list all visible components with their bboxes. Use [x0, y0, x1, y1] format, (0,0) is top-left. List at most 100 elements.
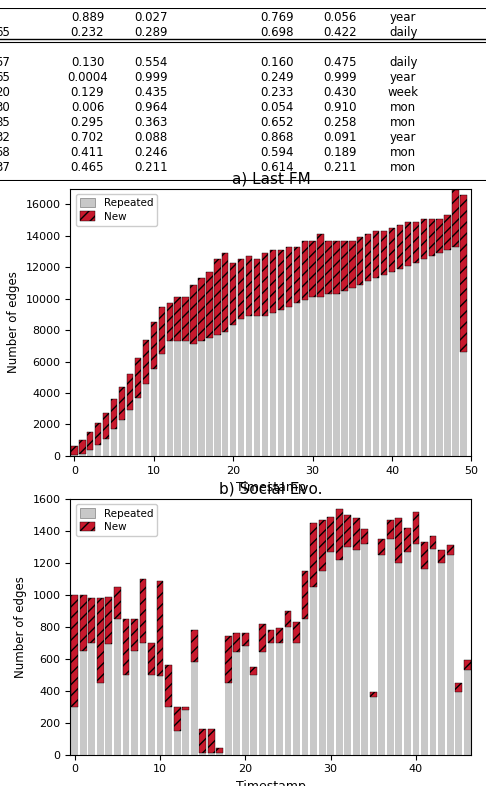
Bar [119, 387, 125, 420]
Bar [319, 520, 326, 571]
Title: b) Social Evo.: b) Social Evo. [219, 482, 323, 497]
Bar [259, 623, 266, 652]
Bar [199, 753, 206, 755]
Bar [389, 272, 395, 456]
Text: 65: 65 [0, 72, 10, 84]
Bar [71, 707, 78, 755]
Text: mon: mon [390, 101, 417, 114]
Bar [182, 707, 189, 710]
Bar [87, 432, 93, 450]
Bar [71, 446, 78, 455]
Bar [362, 530, 368, 544]
Bar [336, 560, 343, 755]
Bar [353, 518, 360, 550]
Bar [80, 651, 87, 755]
Bar [122, 674, 129, 755]
Bar [349, 241, 355, 288]
Bar [262, 316, 268, 456]
Text: year: year [390, 72, 417, 84]
Bar [103, 413, 109, 439]
Bar [341, 241, 347, 291]
Bar [174, 341, 181, 456]
Bar [381, 231, 387, 275]
Bar [317, 234, 324, 297]
Bar [413, 512, 419, 544]
Text: 0.232: 0.232 [71, 26, 104, 39]
Bar [387, 539, 394, 755]
Bar [327, 516, 334, 552]
Bar [119, 420, 125, 456]
Bar [396, 563, 402, 755]
Bar [156, 581, 163, 676]
Text: 0.435: 0.435 [134, 86, 167, 99]
Bar [357, 237, 364, 285]
Bar [182, 297, 189, 341]
Bar [206, 272, 212, 338]
Text: year: year [390, 11, 417, 24]
Bar [301, 300, 308, 456]
Bar [95, 445, 102, 456]
Bar [452, 190, 459, 247]
Text: 0.289: 0.289 [134, 26, 167, 39]
Bar [198, 341, 205, 456]
Bar [148, 674, 155, 755]
Text: 0.249: 0.249 [260, 72, 294, 84]
Bar [182, 710, 189, 755]
Bar [191, 630, 198, 662]
Text: 0.594: 0.594 [260, 146, 294, 160]
Bar [404, 528, 411, 552]
Bar [250, 674, 257, 755]
Bar [436, 253, 443, 456]
Bar [151, 369, 157, 456]
Bar [238, 319, 244, 456]
Bar [143, 340, 149, 384]
Bar [158, 307, 165, 354]
Bar [397, 269, 403, 456]
Bar [464, 670, 470, 755]
Text: 0.233: 0.233 [260, 86, 294, 99]
Bar [80, 595, 87, 651]
Bar [105, 597, 112, 645]
Bar [114, 587, 121, 619]
Bar [370, 692, 377, 697]
Text: 0.910: 0.910 [324, 101, 357, 114]
Bar [242, 634, 249, 646]
Bar [230, 263, 236, 325]
Bar [246, 256, 252, 316]
Text: 0.056: 0.056 [324, 11, 357, 24]
Bar [135, 358, 141, 398]
Bar [79, 454, 86, 456]
Bar [455, 683, 462, 692]
Bar [182, 341, 189, 456]
Bar [325, 241, 331, 294]
Bar [88, 643, 95, 755]
Text: 0.652: 0.652 [260, 116, 294, 130]
Bar [421, 542, 428, 569]
Bar [174, 707, 180, 731]
Bar [429, 219, 435, 256]
Text: year: year [390, 131, 417, 145]
Bar [430, 536, 436, 549]
Bar [285, 627, 292, 755]
Bar [208, 729, 215, 753]
Text: 85: 85 [0, 116, 10, 130]
Bar [214, 335, 221, 456]
Bar [97, 683, 104, 755]
Bar [238, 259, 244, 319]
Bar [381, 275, 387, 456]
Bar [270, 313, 276, 456]
Bar [97, 598, 104, 683]
Bar [278, 250, 284, 310]
Bar [262, 253, 268, 316]
Bar [447, 545, 453, 555]
Bar [420, 219, 427, 259]
Bar [421, 569, 428, 755]
Bar [286, 307, 292, 456]
Bar [387, 520, 394, 539]
Bar [460, 352, 467, 456]
Text: 0.999: 0.999 [134, 72, 168, 84]
Bar [302, 571, 309, 619]
Bar [111, 429, 117, 456]
Text: 37: 37 [0, 161, 10, 174]
Bar [103, 439, 109, 456]
